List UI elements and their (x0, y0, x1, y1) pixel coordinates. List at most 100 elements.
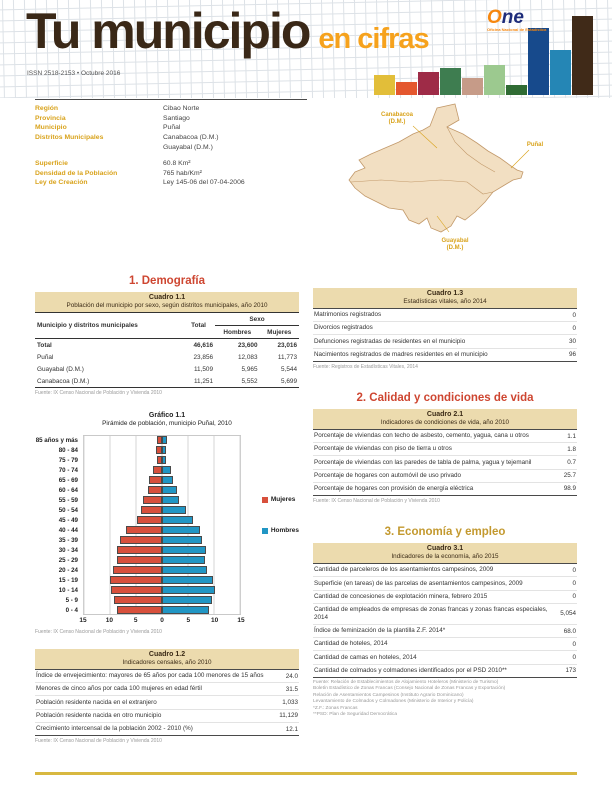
legend-label: Hombres (270, 527, 299, 534)
cuadro-2-1-source: Fuente: IX Censo Nacional de Población y… (313, 498, 440, 505)
pyramid-bar-hombres (162, 446, 167, 454)
indicator-value: 98.9 (563, 485, 576, 493)
cuadro-3-1-table: Cantidad de parceleros de los asentamien… (313, 563, 577, 678)
legend-swatch (261, 527, 268, 534)
map-label-guayabal-dm: (D.M.) (447, 245, 464, 251)
indicator-value: 0 (572, 311, 576, 319)
cell-total: 11,509 (193, 365, 214, 373)
indicator-label: Cantidad de parceleros de los asentamien… (314, 566, 494, 574)
pyramid-bar-mujeres (110, 586, 162, 594)
one-logo-ne: ne (501, 7, 524, 28)
pyramid-row: 40 - 44 (35, 525, 299, 535)
pyramid-bar-hombres (162, 486, 177, 494)
col-header-mujeres: Mujeres (267, 328, 292, 336)
pyramid-row: 50 - 54 (35, 505, 299, 515)
pyramid-age-label: 10 - 14 (58, 586, 78, 594)
map-label-canabacoa-dm: (D.M.) (389, 119, 406, 125)
table-row: Puñal 23,856 12,083 11,773 (35, 351, 299, 363)
cell-mujeres: 11,773 (277, 353, 297, 361)
pyramid-plot-row (83, 576, 241, 584)
pyramid-legend: Mujeres Hombres (261, 496, 299, 558)
leader-canabacoa (412, 125, 438, 149)
pyramid-bar-hombres (162, 436, 168, 444)
pyramid-bar-hombres (162, 526, 200, 534)
indicator-value: 0 (572, 653, 576, 661)
pyramid-bar-mujeres (142, 496, 162, 504)
indicator-row: Cantidad de concesiones de explotación m… (313, 591, 577, 604)
section-heading-calidad: 2. Calidad y condiciones de vida (356, 391, 534, 404)
pyramid-xtick: 15 (237, 617, 245, 624)
pyramid-bar-hombres (162, 606, 209, 614)
decorative-bar (440, 68, 461, 95)
indicator-value: 12.1 (285, 725, 298, 733)
profile-row: Municipio Puñal (35, 123, 307, 133)
pyramid-plot-row (83, 566, 241, 574)
pyramid-age-label: 85 años y más (35, 436, 78, 444)
chart-title: Gráfico 1.1 (148, 412, 186, 419)
pyramid-gridline (83, 436, 85, 614)
cuadro-3-1-footnotes: Fuente: Relación de Establecimientos de … (313, 680, 577, 719)
indicator-value: 11,129 (279, 712, 298, 720)
pyramid-row: 0 - 4 (35, 605, 299, 615)
pyramid-age-label: 15 - 19 (58, 576, 78, 584)
cell-name: Canabacoa (D.M.) (37, 377, 90, 385)
pyramid-plot-row (83, 586, 241, 594)
indicator-value: 1.1 (567, 432, 576, 440)
cell-hombres: 5,965 (241, 365, 258, 373)
section-2: 2. Calidad y condiciones de vida Cuadro … (313, 392, 577, 504)
cuadro-1-3-source: Fuente: Registros de Estadísticas Vitale… (313, 363, 418, 370)
pyramid-row: 55 - 59 (35, 495, 299, 505)
indicator-label: Matrimonios registrados (314, 311, 382, 319)
cuadro-1-3-header: Cuadro 1.3 Estadísticas vitales, año 201… (313, 288, 577, 308)
table-row: Total 46,616 23,600 23,016 (35, 339, 299, 352)
population-table-head: Municipio y distritos municipales Total … (35, 312, 299, 339)
profile-label: Superficie (35, 160, 68, 168)
profile-value: Ley 145-06 del 07-04-2006 (163, 179, 245, 187)
profile-row: Distritos Municipales Canabacoa (D.M.) (35, 133, 307, 143)
leader-punal (510, 149, 530, 169)
cuadro-1-1-subtitle: Población del municipio por sexo, según … (66, 302, 268, 309)
profile-row: Provincia Santiago (35, 114, 307, 124)
cuadro-1-2-table: Índice de envejecimiento: mayores de 65 … (35, 669, 299, 737)
cuadro-1-1-header: Cuadro 1.1 Población del municipio por s… (35, 292, 299, 312)
cuadro-3-1-header: Cuadro 3.1 Indicadores de la economía, a… (313, 543, 577, 564)
pyramid-plot-row (83, 506, 241, 514)
cuadro-3-1-subtitle: Indicadores de la economía, año 2015 (391, 553, 499, 561)
pyramid-bar-hombres (162, 546, 206, 554)
indicator-row: Divorcios registrados 0 (313, 322, 577, 336)
pyramid-age-label: 65 - 69 (58, 476, 78, 484)
pyramid-xtick: 5 (133, 617, 138, 624)
table-row: Canabacoa (D.M.) 11,251 5,552 5,699 (35, 375, 299, 388)
pyramid-bar-hombres (162, 586, 215, 594)
pyramid-gridline (213, 436, 215, 614)
indicator-label: Cantidad de hoteles, 2014 (314, 640, 388, 648)
cuadro-1-1-source: Fuente: IX Censo Nacional de Población y… (35, 390, 162, 396)
indicator-value: 0 (572, 640, 576, 648)
cell-mujeres: 23,016 (277, 341, 297, 349)
pyramid-bar-mujeres (109, 576, 162, 584)
section-heading-demografia: 1. Demografía (128, 275, 206, 287)
indicator-row: Defunciones registradas de residentes en… (313, 335, 577, 349)
pyramid-bar-mujeres (116, 556, 162, 564)
pyramid-row: 20 - 24 (35, 565, 299, 575)
pyramid-plot-row (83, 596, 241, 604)
municipality-profile: Región Cibao Norte Provincia Santiago Mu… (35, 99, 307, 188)
indicator-value: 24.0 (285, 672, 298, 680)
indicator-value: 1,033 (282, 699, 298, 707)
pyramid-plot-row (83, 486, 241, 494)
cell-total: 11,251 (193, 377, 214, 385)
pyramid-gridline (161, 436, 163, 614)
pyramid-gridline (109, 436, 111, 614)
pyramid-age-label: 20 - 24 (58, 566, 78, 574)
indicator-value: 31.5 (285, 685, 298, 693)
indicator-row: Población residente nacida en el extranj… (35, 696, 299, 710)
cuadro-1-2-header: Cuadro 1.2 Indicadores censales, año 201… (35, 649, 299, 669)
cuadro-1-3: Cuadro 1.3 Estadísticas vitales, año 201… (313, 288, 577, 370)
indicator-label: Divorcios registrados (314, 324, 373, 332)
indicator-value: 173 (565, 667, 576, 675)
indicator-label: Cantidad de empleados de empresas de zon… (314, 606, 548, 621)
pyramid-xtick: 10 (211, 617, 219, 624)
legend-label: Mujeres (270, 496, 296, 503)
cuadro-1-3-table: Matrimonios registrados 0 Divorcios regi… (313, 308, 577, 362)
issn-line: ISSN 2518-2153 • Octubre 2016 (27, 70, 121, 77)
